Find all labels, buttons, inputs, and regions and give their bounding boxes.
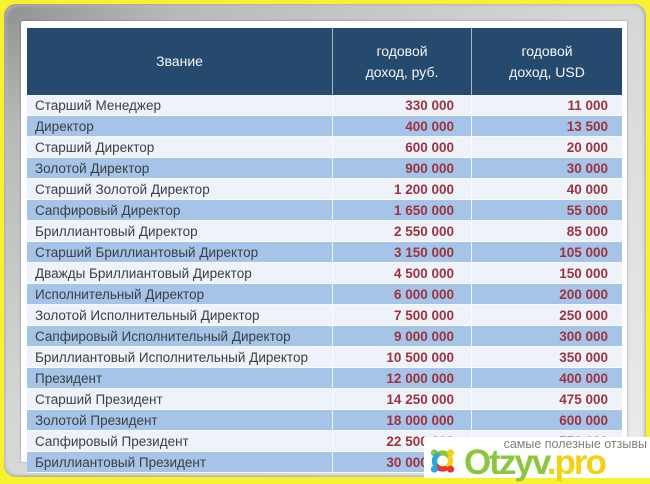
rub-income-cell: 600 000 xyxy=(333,137,472,158)
table-row: Золотой Директор 900 000 30 000 xyxy=(27,158,622,179)
rub-income-cell: 900 000 xyxy=(333,158,472,179)
rank-cell: Бриллиантовый Исполнительный Директор xyxy=(27,347,333,368)
column-header-usd: годовой доход, USD xyxy=(472,28,622,95)
usd-income-cell: 105 000 xyxy=(472,242,622,263)
usd-income-cell: 13 500 xyxy=(472,116,622,137)
table-row: Старший Директор 600 000 20 000 xyxy=(27,137,622,158)
rub-income-cell: 400 000 xyxy=(333,116,472,137)
usd-income-cell: 200 000 xyxy=(472,284,622,305)
usd-income-cell: 85 000 xyxy=(472,221,622,242)
table-row: Сапфировый Директор 1 650 000 55 000 xyxy=(27,200,622,221)
rank-cell: Сапфировый Исполнительный Директор xyxy=(27,326,333,347)
usd-income-cell: 300 000 xyxy=(472,326,622,347)
column-header-rank: Звание xyxy=(27,28,333,95)
usd-income-cell: 400 000 xyxy=(472,368,622,389)
table-row: Старший Менеджер 330 000 11 000 xyxy=(27,95,622,116)
rank-cell: Золотой Директор xyxy=(27,158,333,179)
rank-cell: Старший Директор xyxy=(27,137,333,158)
rub-income-cell: 12 000 000 xyxy=(333,368,472,389)
rank-cell: Бриллиантовый Директор xyxy=(27,221,333,242)
usd-income-cell: 475 000 xyxy=(472,389,622,410)
rank-cell: Дважды Бриллиантовый Директор xyxy=(27,263,333,284)
rank-cell: Сапфировый Президент xyxy=(27,431,333,452)
usd-income-cell: 150 000 xyxy=(472,263,622,284)
rub-income-cell: 4 500 000 xyxy=(333,263,472,284)
table-row: Старший Президент 14 250 000 475 000 xyxy=(27,389,622,410)
table-panel: Звание годовой доход, руб. годовой доход… xyxy=(21,21,627,473)
rank-cell: Золотой Президент xyxy=(27,410,333,431)
rub-income-cell: 1 650 000 xyxy=(333,200,472,221)
income-table: Звание годовой доход, руб. годовой доход… xyxy=(27,28,622,473)
rank-cell: Исполнительный Директор xyxy=(27,284,333,305)
table-row: Дважды Бриллиантовый Директор 4 500 000 15… xyxy=(27,263,622,284)
usd-income-cell: 30 000 xyxy=(472,158,622,179)
watermark-logo: Otzyv.pro xyxy=(424,443,607,480)
usd-income-cell: 350 000 xyxy=(472,347,622,368)
rub-income-cell: 14 250 000 xyxy=(333,389,472,410)
rub-income-cell: 7 500 000 xyxy=(333,305,472,326)
usd-income-cell: 600 000 xyxy=(472,410,622,431)
table-row: Старший Бриллиантовый Директор 3 150 000 1… xyxy=(27,242,622,263)
table-row: Золотой Исполнительный Директор 7 500 000… xyxy=(27,305,622,326)
usd-income-cell: 55 000 xyxy=(472,200,622,221)
table-row: Сапфировый Исполнительный Директор 9 000 … xyxy=(27,326,622,347)
table-row: Золотой Президент 18 000 000 600 000 xyxy=(27,410,622,431)
rank-cell: Старший Менеджер xyxy=(27,95,333,116)
rub-income-cell: 2 550 000 xyxy=(333,221,472,242)
rub-income-cell: 3 150 000 xyxy=(333,242,472,263)
table-row: Исполнительный Директор 6 000 000 200 000 xyxy=(27,284,622,305)
watermark-logo-text: Otzyv.pro xyxy=(464,445,607,480)
rub-income-cell: 18 000 000 xyxy=(333,410,472,431)
rub-income-cell: 1 200 000 xyxy=(333,179,472,200)
column-header-rub: годовой доход, руб. xyxy=(333,28,472,95)
rank-cell: Золотой Исполнительный Директор xyxy=(27,305,333,326)
usd-income-cell: 20 000 xyxy=(472,137,622,158)
logo-text-pro: .pro xyxy=(546,443,607,483)
usd-income-cell: 40 000 xyxy=(472,179,622,200)
table-row: Бриллиантовый Исполнительный Директор 10 … xyxy=(27,347,622,368)
usd-income-cell: 250 000 xyxy=(472,305,622,326)
usd-income-cell: 11 000 xyxy=(472,95,622,116)
otzyv-watermark: самые полезные отзывы xyxy=(424,437,650,480)
table-row: Старший Золотой Директор 1 200 000 40 000 xyxy=(27,179,622,200)
rub-income-cell: 6 000 000 xyxy=(333,284,472,305)
rank-cell: Директор xyxy=(27,116,333,137)
rub-income-cell: 9 000 000 xyxy=(333,326,472,347)
rank-cell: Старший Президент xyxy=(27,389,333,410)
table-row: Бриллиантовый Директор 2 550 000 85 000 xyxy=(27,221,622,242)
rank-cell: Старший Золотой Директор xyxy=(27,179,333,200)
watermark-tagline: самые полезные отзывы xyxy=(503,437,647,451)
table-row: Президент 12 000 000 400 000 xyxy=(27,368,622,389)
rank-cell: Сапфировый Директор xyxy=(27,200,333,221)
rank-cell: Старший Бриллиантовый Директор xyxy=(27,242,333,263)
rub-income-cell: 330 000 xyxy=(333,95,472,116)
table-header: Звание годовой доход, руб. годовой доход… xyxy=(27,28,622,95)
logo-text-otzyv: Otzyv xyxy=(464,443,549,483)
rub-income-cell: 10 500 000 xyxy=(333,347,472,368)
table-row: Директор 400 000 13 500 xyxy=(27,116,622,137)
rank-cell: Бриллиантовый Президент xyxy=(27,452,333,473)
otzyv-pinwheel-icon xyxy=(430,449,455,473)
rank-cell: Президент xyxy=(27,368,333,389)
